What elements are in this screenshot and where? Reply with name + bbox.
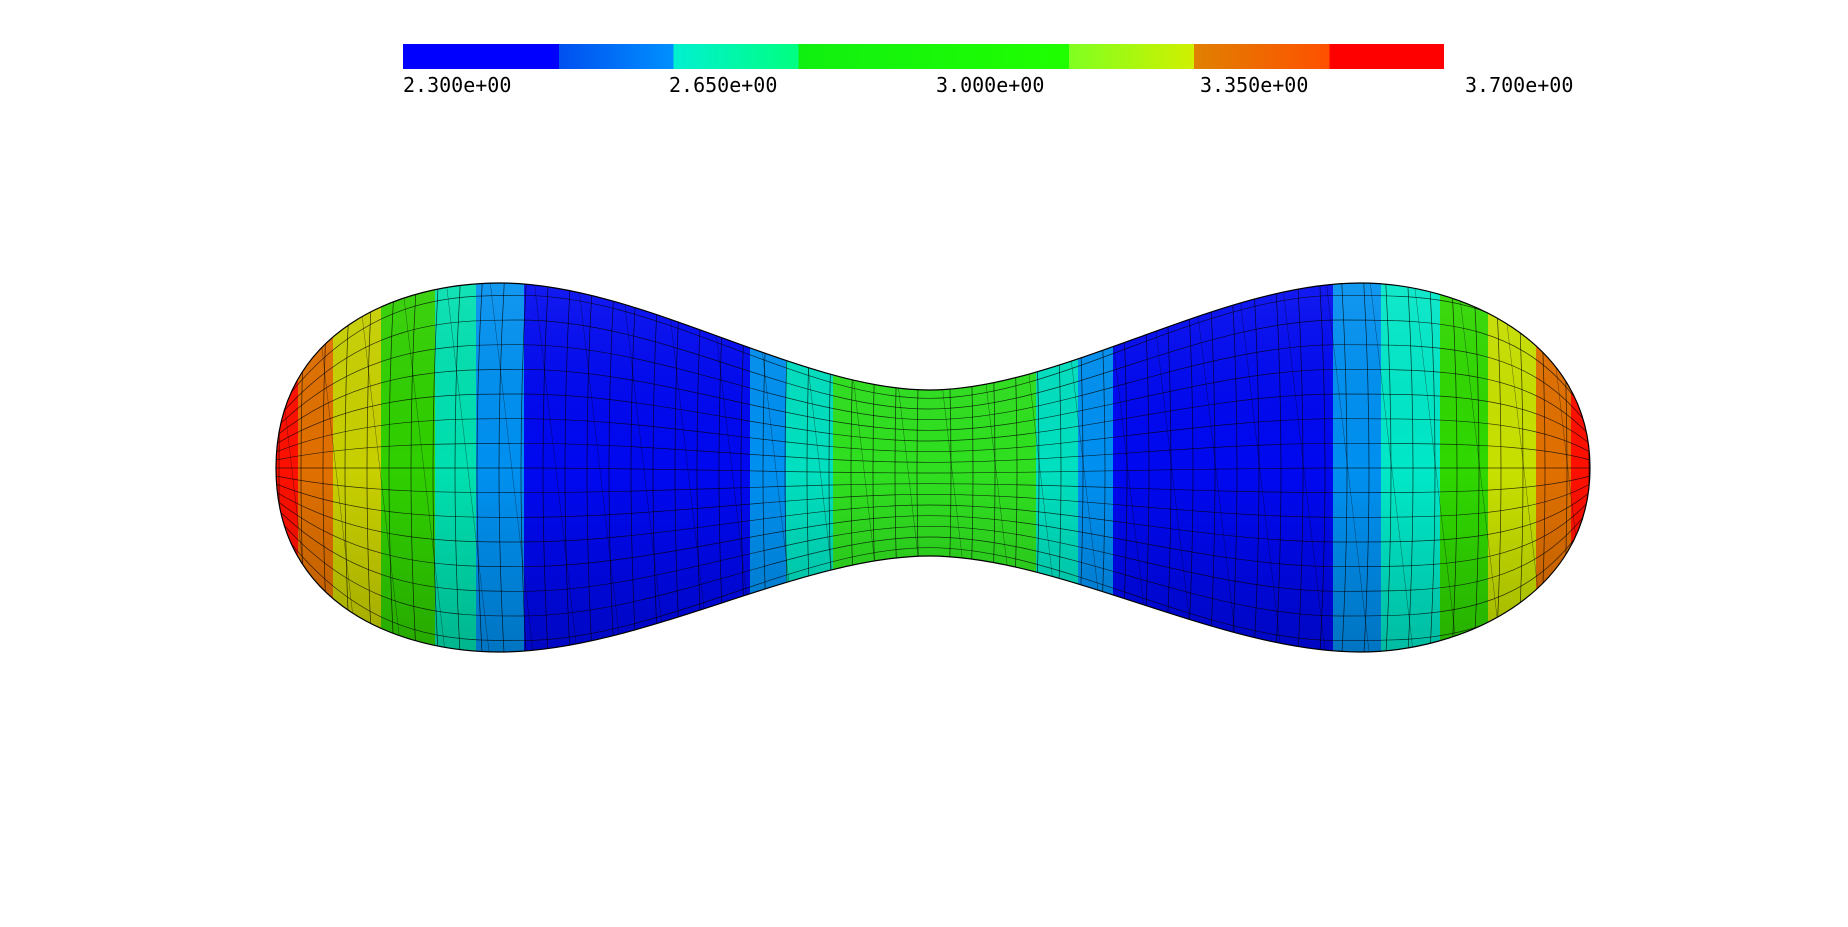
mesh-line bbox=[432, 283, 440, 652]
mesh-line bbox=[366, 283, 374, 652]
mesh-line bbox=[1237, 283, 1283, 652]
mesh-line bbox=[1274, 283, 1282, 652]
mesh-line bbox=[276, 507, 1590, 592]
mesh-line bbox=[454, 283, 462, 652]
colorbar-label: 2.300e+00 bbox=[403, 73, 511, 97]
mesh-line bbox=[489, 283, 535, 652]
mesh-line bbox=[276, 442, 1590, 463]
colorbar-label: 3.700e+00 bbox=[1465, 73, 1573, 97]
mesh-line bbox=[1369, 283, 1415, 652]
mesh-line bbox=[276, 368, 1590, 437]
mesh-line bbox=[1406, 283, 1414, 652]
mesh-line bbox=[586, 283, 594, 652]
mesh-line bbox=[1252, 283, 1260, 652]
mesh-line bbox=[520, 283, 528, 652]
colorbar bbox=[403, 44, 1444, 69]
mesh-line bbox=[1281, 283, 1327, 652]
mesh-line bbox=[276, 499, 1590, 568]
colorbar-label: 3.350e+00 bbox=[1200, 73, 1308, 97]
mesh-line bbox=[1186, 283, 1194, 652]
mesh-line bbox=[674, 283, 682, 652]
mesh-line bbox=[1193, 283, 1239, 652]
mesh-line bbox=[608, 283, 616, 652]
mesh-line bbox=[410, 283, 418, 652]
mesh-line bbox=[1296, 283, 1304, 652]
mesh-line bbox=[1457, 283, 1503, 652]
mesh-line bbox=[1450, 283, 1458, 652]
mesh-line bbox=[401, 283, 447, 652]
mesh-line bbox=[276, 418, 1590, 453]
colorbar-label: 3.000e+00 bbox=[936, 73, 1044, 97]
mesh-line bbox=[1589, 283, 1590, 652]
mesh-line bbox=[1413, 283, 1459, 652]
surface bbox=[276, 283, 1590, 652]
mesh-line bbox=[533, 283, 579, 652]
mesh-line bbox=[1325, 283, 1371, 652]
shading bbox=[276, 283, 1590, 652]
mesh-line bbox=[542, 283, 550, 652]
mesh-line bbox=[276, 491, 1590, 543]
mesh-line bbox=[1472, 283, 1480, 652]
mesh-line bbox=[1340, 283, 1348, 652]
mesh-line bbox=[665, 283, 711, 652]
mesh-line bbox=[276, 294, 1590, 413]
mesh-line bbox=[276, 475, 1590, 494]
mesh-line bbox=[276, 393, 1590, 445]
mesh-line bbox=[388, 283, 396, 652]
mesh-line bbox=[276, 523, 1590, 642]
mesh-line bbox=[276, 319, 1590, 421]
mesh-line bbox=[357, 283, 403, 652]
mesh-line bbox=[276, 467, 1590, 474]
mesh-line bbox=[577, 283, 623, 652]
mesh-line bbox=[276, 515, 1590, 617]
mesh-line bbox=[621, 283, 667, 652]
mesh-line bbox=[1149, 283, 1195, 652]
mesh-line bbox=[276, 483, 1590, 518]
mesh-line bbox=[445, 283, 491, 652]
mesh-line bbox=[276, 344, 1590, 429]
colorbar-label: 2.650e+00 bbox=[669, 73, 777, 97]
mesh-line bbox=[1494, 283, 1502, 652]
